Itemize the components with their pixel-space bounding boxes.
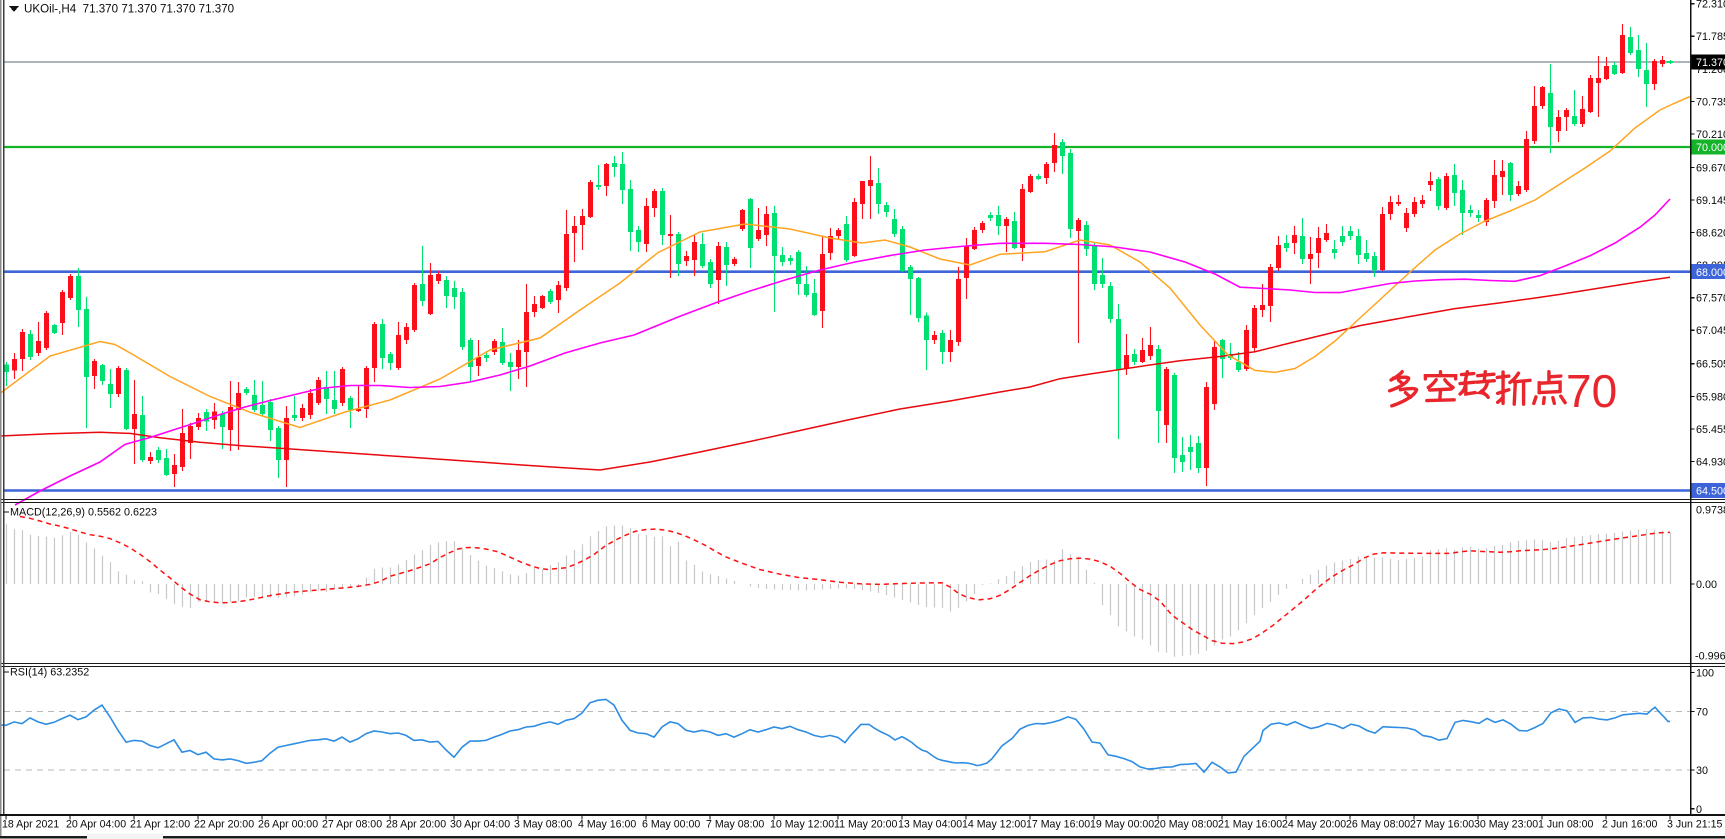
- svg-text:72.310: 72.310: [1696, 0, 1725, 11]
- svg-text:64.500: 64.500: [1696, 486, 1725, 498]
- svg-text:24 May 20:00: 24 May 20:00: [1282, 819, 1346, 831]
- svg-text:22 Apr 20:00: 22 Apr 20:00: [194, 819, 254, 831]
- svg-text:17 May 16:00: 17 May 16:00: [1026, 819, 1090, 831]
- svg-text:65.980: 65.980: [1696, 391, 1725, 403]
- svg-text:3 Jun 21:15: 3 Jun 21:15: [1667, 819, 1722, 831]
- svg-text:0.00: 0.00: [1696, 579, 1717, 591]
- svg-text:67.570: 67.570: [1696, 293, 1725, 305]
- svg-text:30: 30: [1696, 765, 1708, 777]
- svg-text:3 May 08:00: 3 May 08:00: [514, 819, 572, 831]
- svg-text:65.455: 65.455: [1696, 424, 1725, 436]
- svg-text:27 Apr 08:00: 27 Apr 08:00: [322, 819, 382, 831]
- svg-text:71.370: 71.370: [1696, 57, 1725, 69]
- svg-text:69.670: 69.670: [1696, 162, 1725, 174]
- svg-text:28 Apr 20:00: 28 Apr 20:00: [386, 819, 446, 831]
- svg-text:20 Apr 04:00: 20 Apr 04:00: [66, 819, 126, 831]
- svg-text:69.145: 69.145: [1696, 195, 1725, 207]
- svg-text:68.000: 68.000: [1696, 267, 1725, 279]
- svg-text:21 May 16:00: 21 May 16:00: [1218, 819, 1282, 831]
- svg-text:14 May 12:00: 14 May 12:00: [962, 819, 1026, 831]
- svg-text:70.210: 70.210: [1696, 129, 1725, 141]
- svg-text:18 Apr 2021: 18 Apr 2021: [2, 819, 59, 831]
- svg-text:66.505: 66.505: [1696, 359, 1725, 371]
- svg-text:100: 100: [1696, 668, 1714, 680]
- svg-text:19 May 00:00: 19 May 00:00: [1090, 819, 1154, 831]
- svg-text:68.620: 68.620: [1696, 228, 1725, 240]
- svg-text:67.045: 67.045: [1696, 325, 1725, 337]
- svg-text:11 May 20:00: 11 May 20:00: [834, 819, 898, 831]
- svg-text:6 May 00:00: 6 May 00:00: [642, 819, 700, 831]
- svg-text:0: 0: [1696, 804, 1702, 816]
- svg-text:20 May 08:00: 20 May 08:00: [1154, 819, 1218, 831]
- svg-text:71.785: 71.785: [1696, 31, 1725, 43]
- svg-text:30 May 23:00: 30 May 23:00: [1474, 819, 1538, 831]
- svg-text:70.735: 70.735: [1696, 96, 1725, 108]
- svg-text:26 Apr 00:00: 26 Apr 00:00: [258, 819, 318, 831]
- svg-text:21 Apr 12:00: 21 Apr 12:00: [130, 819, 190, 831]
- svg-text:70: 70: [1566, 365, 1617, 417]
- svg-text:70: 70: [1696, 707, 1708, 719]
- svg-text:26 May 08:00: 26 May 08:00: [1346, 819, 1410, 831]
- svg-text:UKOil-,H4 71.370 71.370 71.37: UKOil-,H4 71.370 71.370 71.370 71.370: [24, 3, 234, 16]
- svg-text:RSI(14) 63.2352: RSI(14) 63.2352: [10, 667, 89, 679]
- svg-text:30 Apr 04:00: 30 Apr 04:00: [450, 819, 510, 831]
- svg-text:4 May 16:00: 4 May 16:00: [578, 819, 636, 831]
- svg-text:-0.9964: -0.9964: [1695, 651, 1725, 663]
- svg-text:7 May 08:00: 7 May 08:00: [706, 819, 764, 831]
- svg-text:70.000: 70.000: [1696, 142, 1725, 154]
- svg-text:0.9738: 0.9738: [1696, 505, 1725, 517]
- svg-text:2 Jun 16:00: 2 Jun 16:00: [1602, 819, 1657, 831]
- svg-text:27 May 16:00: 27 May 16:00: [1410, 819, 1474, 831]
- svg-text:13 May 04:00: 13 May 04:00: [898, 819, 962, 831]
- svg-text:MACD(12,26,9) 0.5562 0.6223: MACD(12,26,9) 0.5562 0.6223: [10, 507, 157, 519]
- svg-text:10 May 12:00: 10 May 12:00: [770, 819, 834, 831]
- svg-text:1 Jun 08:00: 1 Jun 08:00: [1538, 819, 1593, 831]
- svg-text:64.930: 64.930: [1696, 457, 1725, 469]
